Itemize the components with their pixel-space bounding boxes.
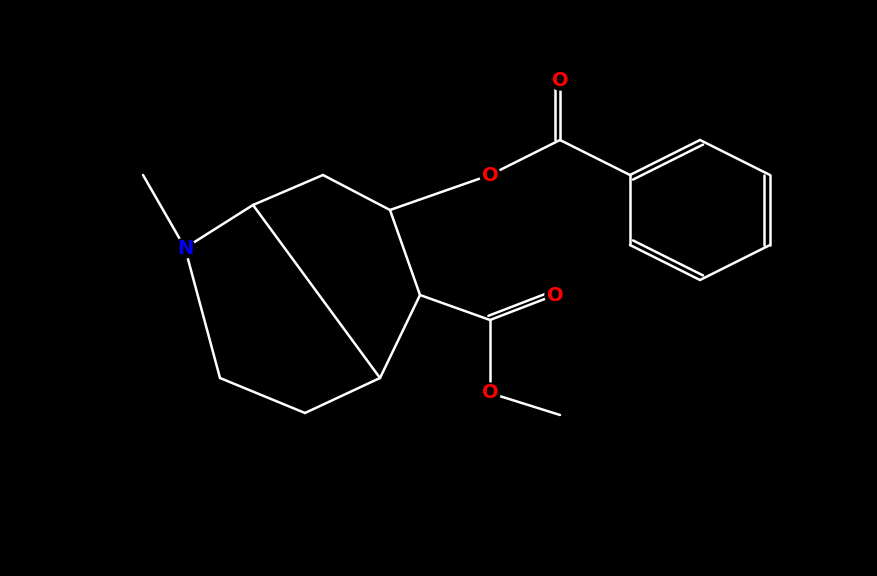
Circle shape bbox=[480, 383, 499, 403]
Circle shape bbox=[545, 285, 565, 305]
Circle shape bbox=[549, 70, 569, 90]
Circle shape bbox=[175, 238, 195, 258]
Text: O: O bbox=[481, 165, 498, 184]
Circle shape bbox=[480, 165, 499, 185]
Text: O: O bbox=[481, 384, 498, 403]
Text: N: N bbox=[176, 238, 193, 257]
Text: O: O bbox=[551, 70, 567, 89]
Text: O: O bbox=[546, 286, 563, 305]
